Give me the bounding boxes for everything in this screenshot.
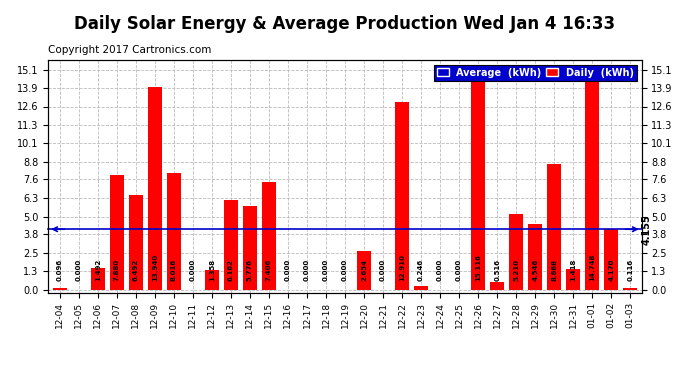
Bar bbox=[395, 102, 409, 290]
Bar bbox=[128, 195, 143, 290]
Text: 8.016: 8.016 bbox=[171, 259, 177, 281]
Text: Daily Solar Energy & Average Production Wed Jan 4 16:33: Daily Solar Energy & Average Production … bbox=[75, 15, 615, 33]
Text: 1.418: 1.418 bbox=[570, 258, 576, 281]
Text: 14.748: 14.748 bbox=[589, 254, 595, 281]
Text: 0.000: 0.000 bbox=[342, 259, 348, 281]
Legend: Average  (kWh), Daily  (kWh): Average (kWh), Daily (kWh) bbox=[434, 65, 637, 81]
Text: 2.654: 2.654 bbox=[361, 259, 367, 281]
Bar bbox=[604, 229, 618, 290]
Bar bbox=[490, 282, 504, 290]
Text: 0.000: 0.000 bbox=[380, 259, 386, 281]
Bar bbox=[585, 75, 600, 290]
Text: 5.210: 5.210 bbox=[513, 259, 519, 281]
Text: Copyright 2017 Cartronics.com: Copyright 2017 Cartronics.com bbox=[48, 45, 212, 55]
Text: 8.668: 8.668 bbox=[551, 259, 558, 281]
Text: 0.000: 0.000 bbox=[304, 259, 310, 281]
Bar bbox=[90, 268, 105, 290]
Bar bbox=[52, 288, 67, 290]
Text: 0.246: 0.246 bbox=[418, 259, 424, 281]
Text: 0.516: 0.516 bbox=[494, 259, 500, 281]
Text: 0.000: 0.000 bbox=[76, 259, 81, 281]
Bar bbox=[148, 87, 162, 290]
Bar bbox=[471, 70, 485, 290]
Bar bbox=[110, 175, 124, 290]
Bar bbox=[414, 286, 428, 290]
Text: 0.000: 0.000 bbox=[456, 259, 462, 281]
Text: 4.170: 4.170 bbox=[609, 258, 614, 281]
Text: 0.000: 0.000 bbox=[190, 259, 196, 281]
Bar bbox=[623, 288, 638, 290]
Text: 4.546: 4.546 bbox=[532, 259, 538, 281]
Text: 0.000: 0.000 bbox=[437, 259, 443, 281]
Text: 7.406: 7.406 bbox=[266, 259, 272, 281]
Text: 15.116: 15.116 bbox=[475, 254, 481, 281]
Text: 0.000: 0.000 bbox=[323, 259, 329, 281]
Bar bbox=[205, 270, 219, 290]
Text: 12.910: 12.910 bbox=[399, 254, 405, 281]
Text: 4.155: 4.155 bbox=[642, 214, 651, 244]
Bar bbox=[262, 182, 276, 290]
Bar bbox=[357, 251, 371, 290]
Text: 0.116: 0.116 bbox=[627, 259, 633, 281]
Text: 7.880: 7.880 bbox=[114, 259, 120, 281]
Bar bbox=[566, 269, 580, 290]
Text: 1.358: 1.358 bbox=[209, 259, 215, 281]
Text: 0.000: 0.000 bbox=[285, 259, 291, 281]
Text: 5.776: 5.776 bbox=[247, 259, 253, 281]
Bar bbox=[224, 200, 238, 290]
Bar bbox=[243, 206, 257, 290]
Bar bbox=[528, 224, 542, 290]
Bar bbox=[547, 164, 562, 290]
Bar bbox=[167, 173, 181, 290]
Text: 6.162: 6.162 bbox=[228, 259, 234, 281]
Text: 0.096: 0.096 bbox=[57, 259, 63, 281]
Text: 13.940: 13.940 bbox=[152, 254, 158, 281]
Text: 6.492: 6.492 bbox=[132, 259, 139, 281]
Text: 1.492: 1.492 bbox=[95, 259, 101, 281]
Bar bbox=[509, 214, 523, 290]
